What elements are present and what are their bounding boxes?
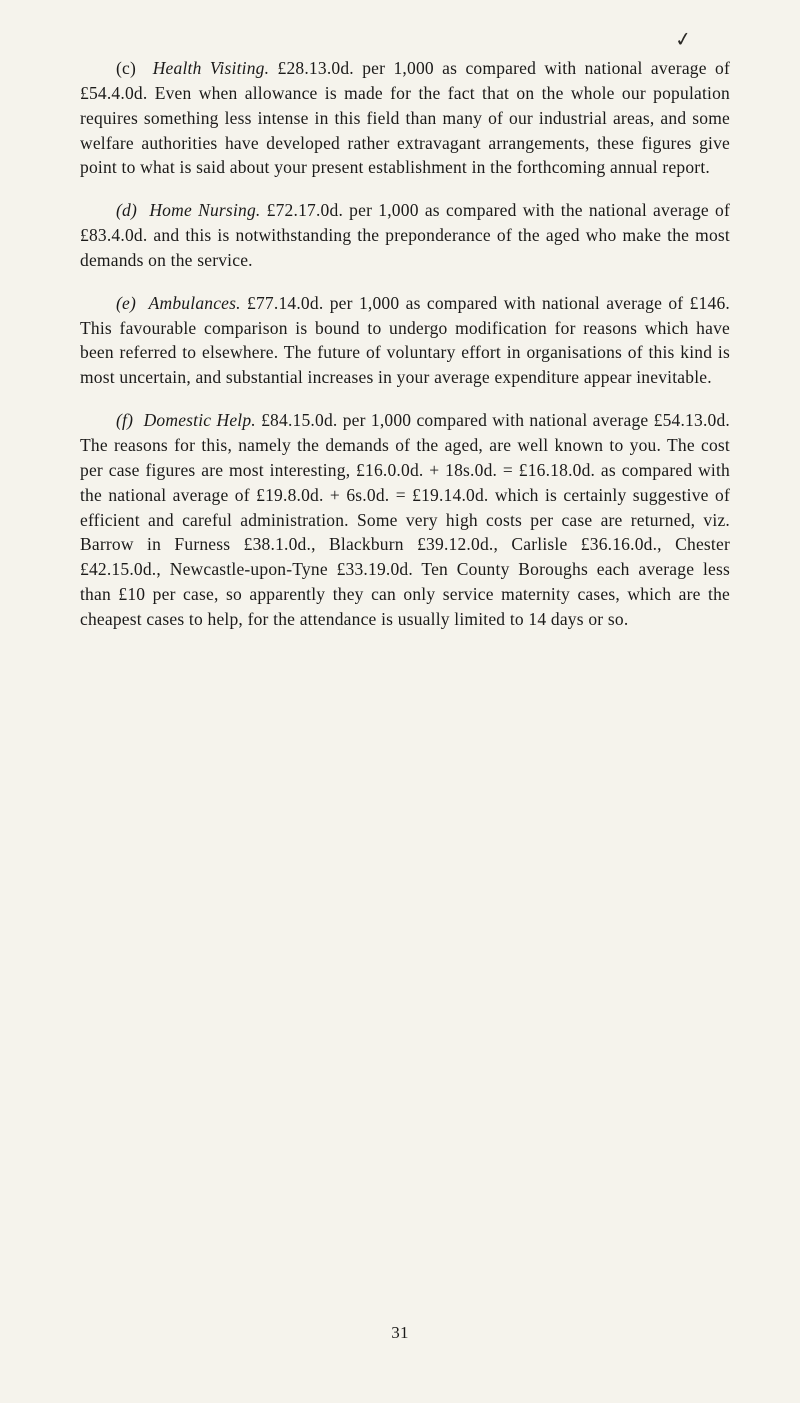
section-label-e: (e): [116, 293, 136, 313]
section-title-f: Domestic Help.: [144, 410, 262, 430]
margin-tick-mark: ✓: [673, 25, 694, 55]
page-number: 31: [0, 1321, 800, 1345]
section-title-c: Health Visiting.: [153, 58, 278, 78]
section-title-d: Home Nursing.: [149, 200, 266, 220]
section-body-f: £84.15.0d. per 1,000 compared with natio…: [80, 410, 730, 629]
section-label-c: (c): [116, 58, 136, 78]
section-label-d: (d): [116, 200, 137, 220]
paragraph-c: (c) Health Visiting. £28.13.0d. per 1,00…: [80, 56, 730, 180]
paragraph-d: (d) Home Nursing. £72.17.0d. per 1,000 a…: [80, 198, 730, 273]
section-title-e: Ambulances.: [149, 293, 247, 313]
section-label-f: (f): [116, 410, 133, 430]
paragraph-e: (e) Ambulances. £77.14.0d. per 1,000 as …: [80, 291, 730, 390]
document-page: ✓ (c) Health Visiting. £28.13.0d. per 1,…: [0, 0, 800, 1403]
paragraph-f: (f) Domestic Help. £84.15.0d. per 1,000 …: [80, 408, 730, 632]
